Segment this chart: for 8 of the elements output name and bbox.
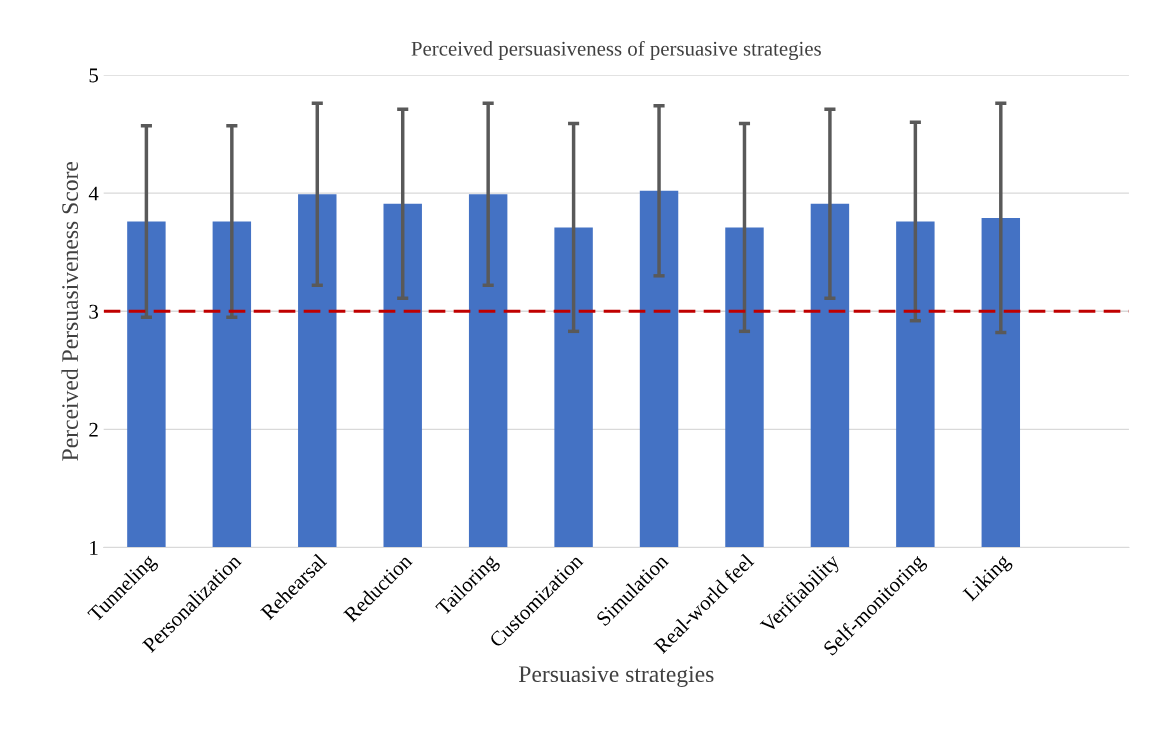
- chart-title: Perceived persuasiveness of persuasive strategies: [411, 40, 821, 61]
- x-axis-title: Persuasive strategies: [518, 666, 714, 687]
- y-tick-label: 3: [89, 304, 99, 319]
- y-tick-label: 2: [89, 422, 98, 437]
- y-tick-label: 4: [88, 186, 99, 201]
- y-axis-title: Perceived Persuasiveness Score: [61, 161, 79, 461]
- y-tick-label: 5: [89, 68, 99, 83]
- y-tick-label: 1: [90, 540, 98, 555]
